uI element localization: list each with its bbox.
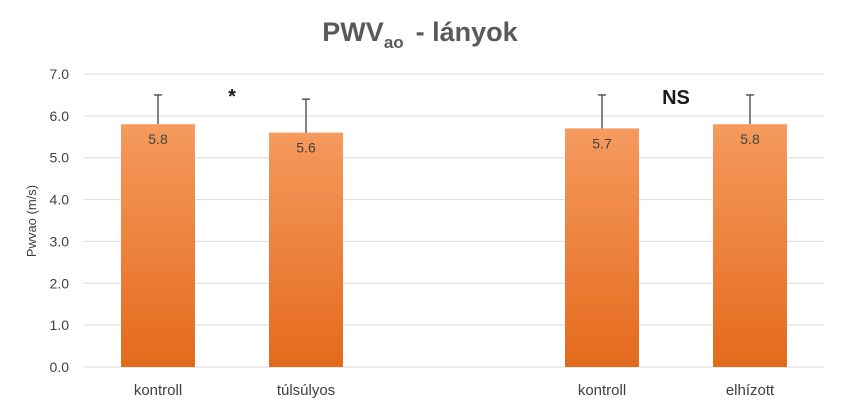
annotations: * NS [228,86,690,109]
x-category-label: kontroll [134,382,182,399]
data-labels: 5.8 5.6 5.7 5.8 [148,131,760,155]
significance-star: * [228,86,236,108]
chart-title: PWVao - lányok [322,17,518,52]
y-tick-label: 0.0 [50,359,70,375]
significance-ns: NS [662,87,690,109]
bar [565,128,639,367]
gridlines [84,73,824,368]
x-category-label: túlsúlyos [277,382,335,399]
y-tick-label: 4.0 [50,192,70,208]
data-label: 5.6 [296,140,316,156]
data-label: 5.8 [148,131,168,147]
x-category-label: kontroll [578,382,626,399]
chart-title-main: PWV [322,17,384,47]
chart-title-subscript: ao [384,33,404,52]
x-category-label: elhízott [726,382,775,399]
data-label: 5.7 [592,135,612,151]
y-tick-label: 1.0 [50,317,70,333]
y-tick-label: 2.0 [50,275,70,291]
bar [269,132,343,367]
y-axis-ticks: 0.0 1.0 2.0 3.0 4.0 5.0 6.0 7.0 [50,66,70,375]
y-axis-label: Pwvao (m/s) [24,185,39,257]
chart-title-suffix: - lányok [416,17,519,47]
data-label: 5.8 [740,131,760,147]
y-tick-label: 5.0 [50,150,70,166]
y-tick-label: 7.0 [50,66,70,82]
x-axis-categories: kontroll túlsúlyos kontroll elhízott [134,382,775,399]
bar [121,124,195,367]
y-tick-label: 3.0 [50,233,70,249]
bars [121,94,787,367]
bar [713,124,787,367]
y-tick-label: 6.0 [50,108,70,124]
